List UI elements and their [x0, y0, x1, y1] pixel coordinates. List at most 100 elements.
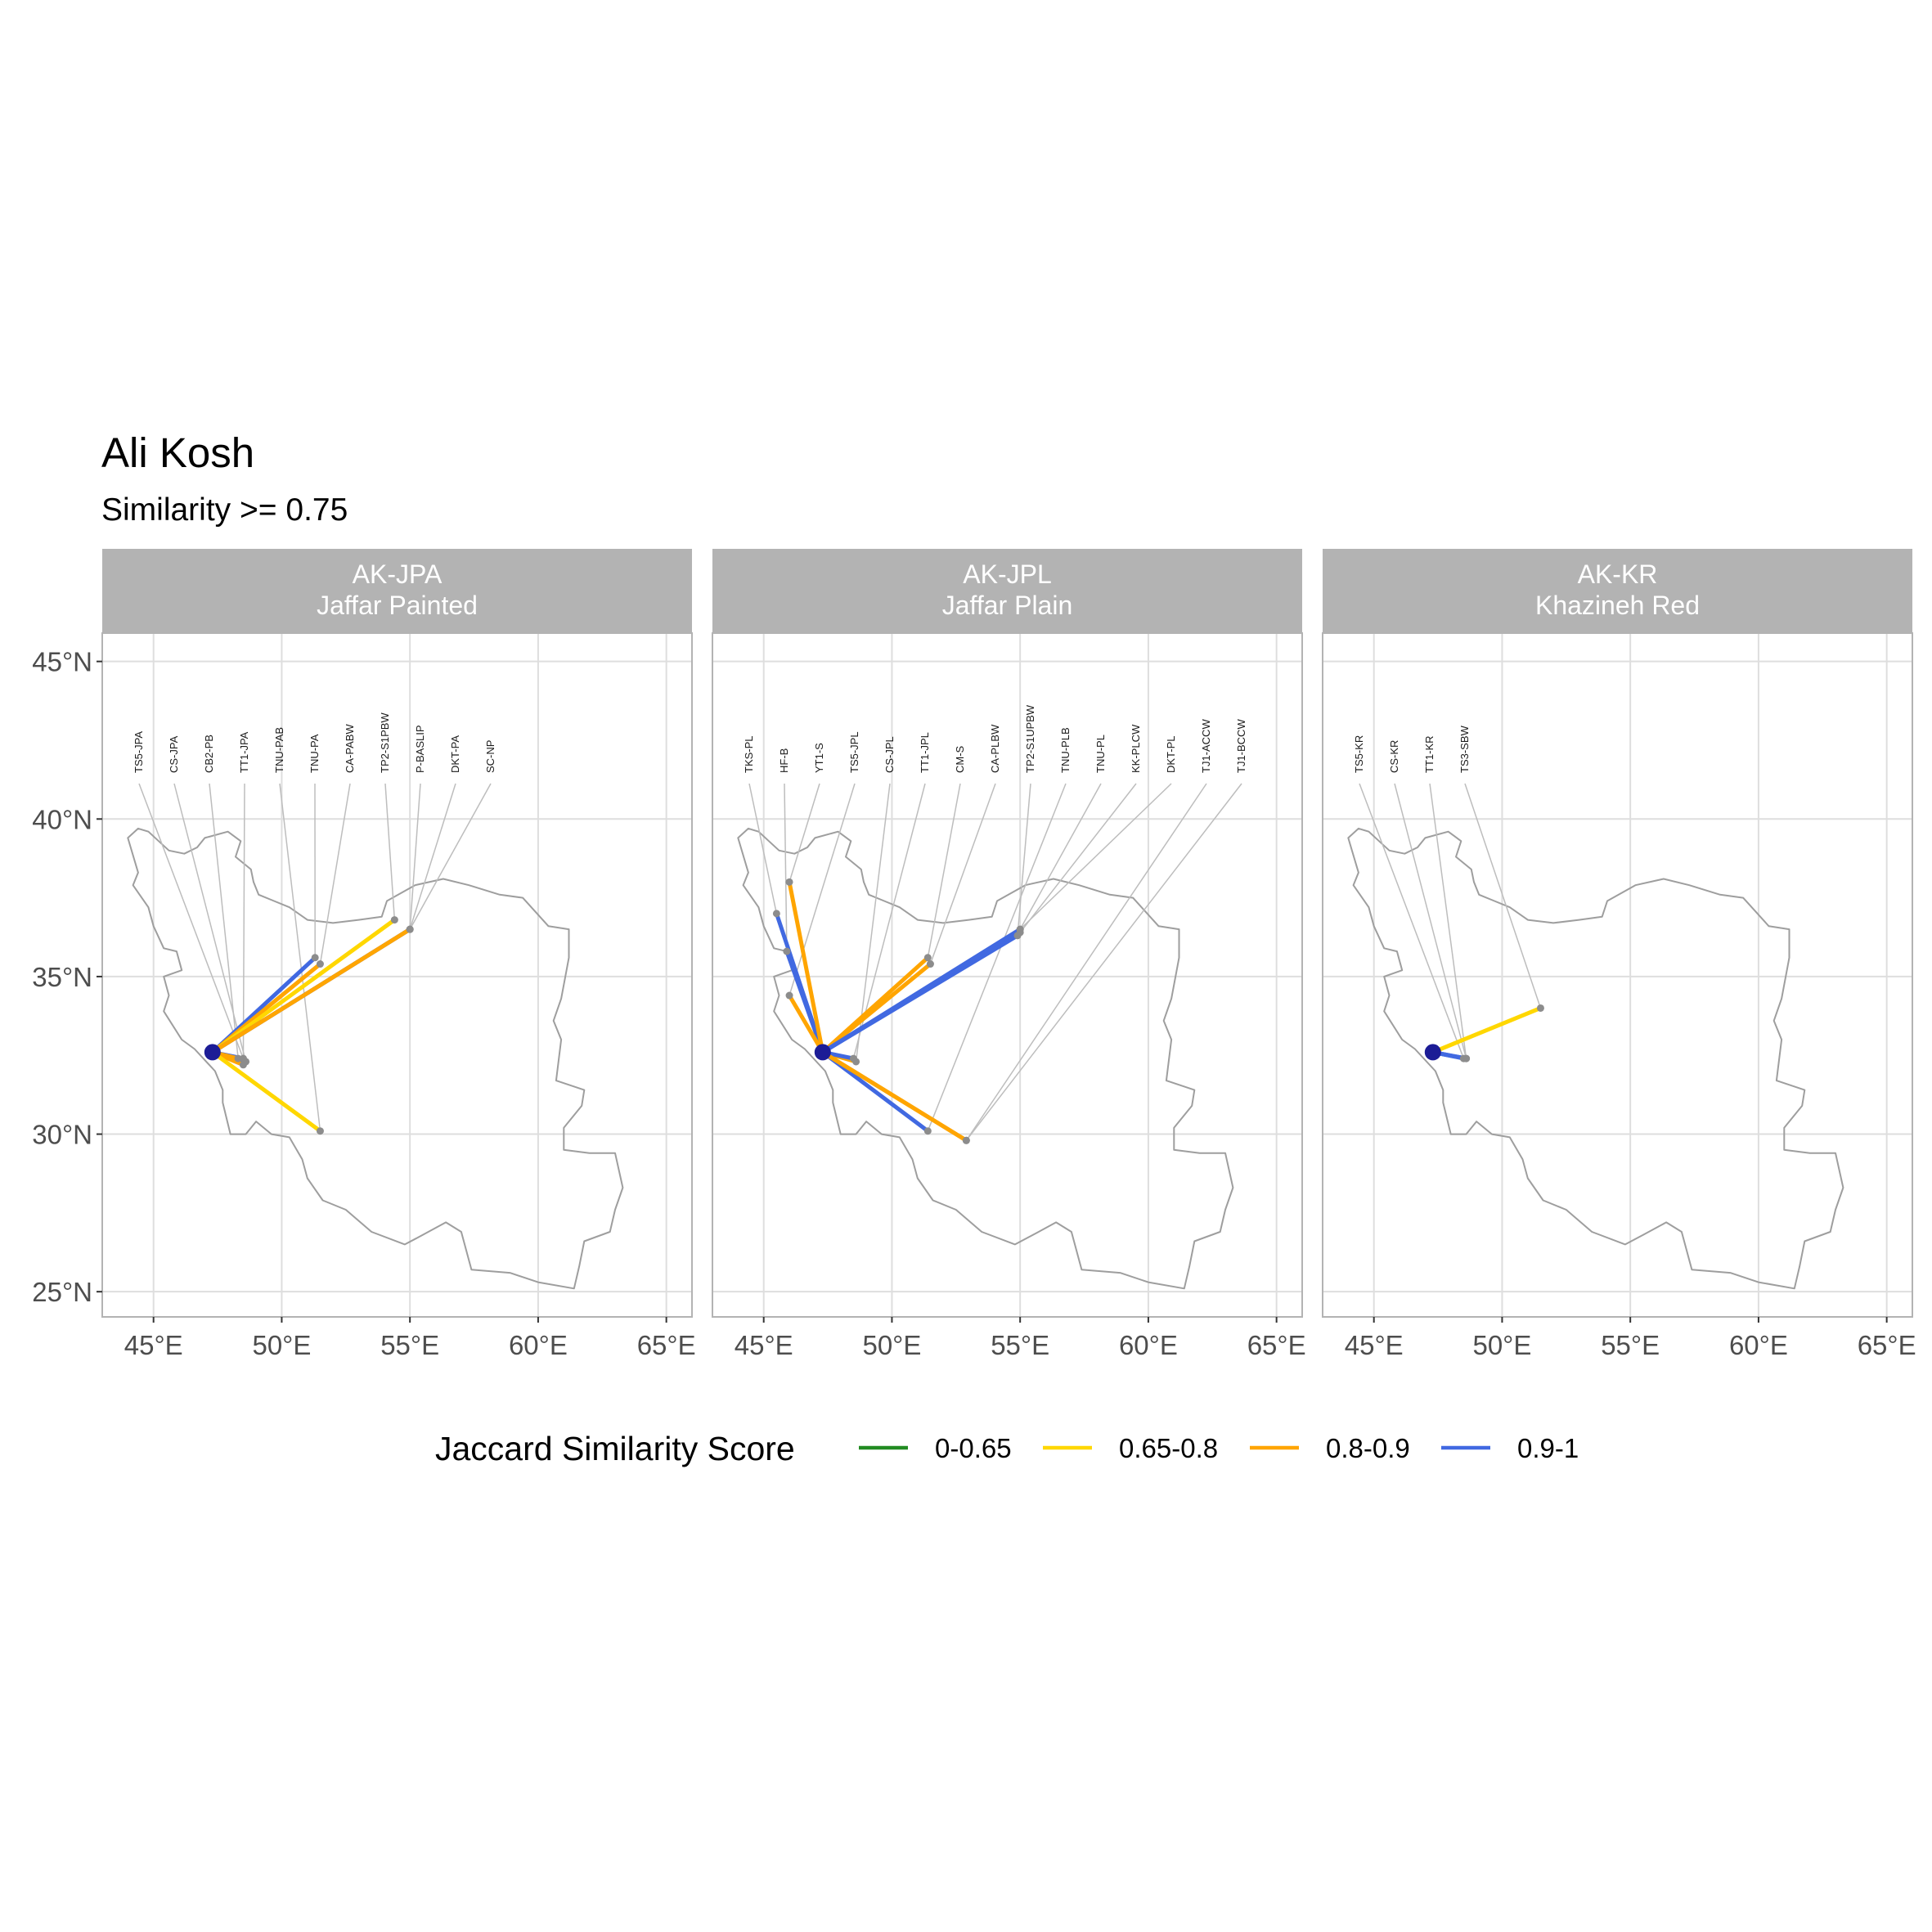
panel-border	[1322, 632, 1913, 1318]
similarity-link	[820, 962, 932, 1054]
site-leader-line	[927, 783, 961, 958]
legend-label: 0.65-0.8	[1119, 1433, 1218, 1463]
site-label: TJ1-ACCW	[1200, 719, 1212, 773]
site-point	[849, 1054, 857, 1063]
site-label: HF-B	[778, 748, 790, 773]
site-leader-line	[927, 783, 1067, 1131]
x-tick-label: 55°E	[380, 1330, 439, 1360]
site-label: YT1-S	[813, 743, 825, 773]
x-tick-label: 65°E	[637, 1330, 696, 1360]
site-leader-line	[409, 783, 492, 930]
site-label: CA-PABW	[344, 724, 356, 773]
site-label: TNU-PL	[1094, 735, 1107, 773]
y-tick-label: 40°N	[32, 804, 92, 834]
facet-strip-code: AK-KR	[1578, 559, 1658, 589]
site-label: CB2-PB	[203, 735, 215, 773]
site-point	[234, 1054, 242, 1063]
y-tick-label: 25°N	[32, 1277, 92, 1307]
site-leader-line	[1464, 783, 1542, 1009]
site-point	[239, 1061, 247, 1069]
site-leader-line	[789, 783, 820, 883]
site-point	[783, 947, 791, 955]
similarity-link	[784, 949, 825, 1054]
site-label: CM-S	[954, 745, 966, 773]
facet-strip-name: Jaffar Painted	[317, 591, 478, 620]
site-label: TNU-PLB	[1059, 727, 1072, 773]
site-label: TS3-SBW	[1458, 725, 1471, 773]
facet-strip-name: Jaffar Plain	[942, 591, 1073, 620]
legend-label: 0.8-0.9	[1326, 1433, 1410, 1463]
country-outline	[1347, 827, 1844, 1290]
site-point	[785, 991, 793, 1000]
site-point	[1016, 925, 1024, 933]
panel-border	[712, 632, 1303, 1318]
country-outline	[737, 827, 1234, 1290]
similarity-link	[210, 1049, 322, 1134]
legend-label: 0.9-1	[1517, 1433, 1579, 1463]
site-leader-line	[409, 783, 456, 930]
site-leader-line	[1019, 783, 1172, 930]
site-label: P-BASLIP	[414, 725, 426, 773]
site-leader-line	[319, 783, 351, 964]
site-label: DKT-PA	[449, 735, 461, 773]
site-label: DKT-PL	[1165, 735, 1177, 773]
site-label: TS5-KR	[1353, 735, 1365, 773]
site-label: CA-PLBW	[989, 724, 1001, 773]
x-tick-label: 45°E	[735, 1330, 793, 1360]
site-leader-line	[1429, 783, 1467, 1059]
facet-strip	[102, 549, 692, 633]
site-point	[311, 954, 319, 962]
site-point	[1536, 1004, 1544, 1012]
x-tick-label: 55°E	[991, 1330, 1049, 1360]
facet-strip-name: Khazineh Red	[1535, 591, 1700, 620]
similarity-link	[820, 1049, 968, 1143]
site-label: CS-JPL	[883, 736, 896, 773]
site-point	[923, 1127, 932, 1135]
legend-title: Jaccard Similarity Score	[435, 1430, 795, 1467]
x-tick-label: 45°E	[124, 1330, 183, 1360]
panel-background	[102, 633, 692, 1317]
site-point	[962, 1136, 970, 1144]
site-label: TT1-JPA	[238, 731, 250, 773]
site-leader-line	[784, 783, 788, 952]
site-point	[923, 954, 932, 962]
y-tick-label: 30°N	[32, 1120, 92, 1150]
similarity-link	[1431, 1005, 1543, 1054]
site-label: KK-PLCW	[1130, 724, 1142, 773]
site-point	[926, 960, 934, 968]
x-tick-label: 50°E	[862, 1330, 921, 1360]
site-leader-line	[1359, 783, 1465, 1059]
similarity-link	[210, 927, 412, 1054]
site-label: TP2-S1PBW	[379, 712, 391, 773]
similarity-link	[787, 879, 825, 1054]
y-tick-label: 35°N	[32, 962, 92, 992]
site-leader-line	[748, 783, 778, 914]
x-tick-label: 60°E	[1119, 1330, 1178, 1360]
site-leader-line	[1019, 783, 1137, 933]
site-point	[1462, 1054, 1471, 1063]
facet-strip	[1323, 549, 1912, 633]
site-leader-line	[1017, 783, 1031, 936]
x-tick-label: 60°E	[1729, 1330, 1788, 1360]
origin-site-point	[1424, 1044, 1441, 1061]
site-label: CS-KR	[1388, 740, 1400, 773]
site-leader-line	[1394, 783, 1467, 1059]
x-tick-label: 50°E	[1472, 1330, 1531, 1360]
site-label: TKS-PL	[743, 735, 755, 773]
y-tick-label: 45°N	[32, 647, 92, 677]
site-label: TS5-JPA	[133, 731, 145, 773]
site-leader-line	[242, 783, 245, 1065]
similarity-link	[820, 927, 1022, 1054]
facet-strip-code: AK-JPA	[353, 559, 443, 589]
similarity-link	[787, 993, 825, 1054]
site-point	[316, 960, 324, 968]
site-label: TJ1-BCCW	[1235, 719, 1247, 773]
x-tick-label: 65°E	[1858, 1330, 1916, 1360]
site-point	[772, 910, 780, 918]
facet-strip-code: AK-JPL	[963, 559, 1051, 589]
site-leader-line	[409, 783, 421, 930]
site-point	[316, 1127, 324, 1135]
